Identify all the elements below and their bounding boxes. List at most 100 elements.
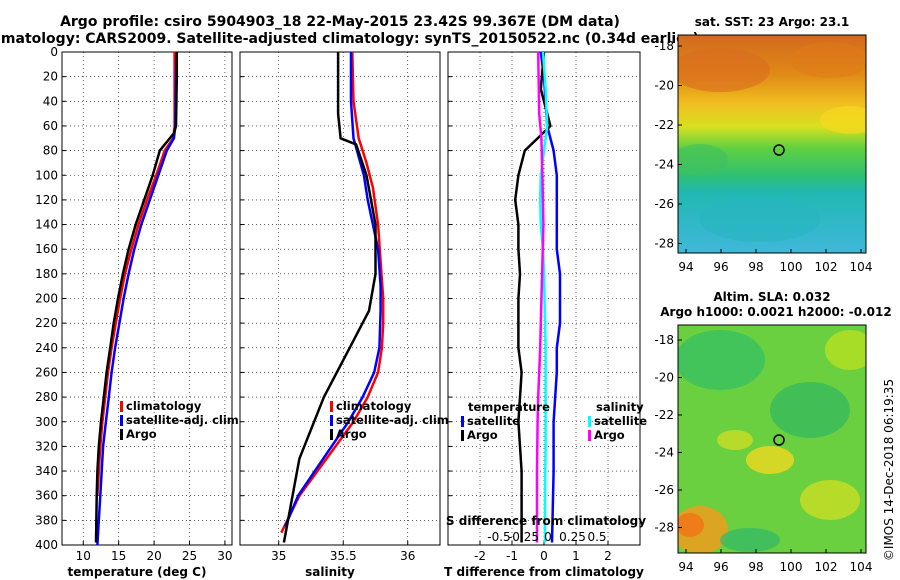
map-x-tick-label: 100 bbox=[780, 560, 803, 574]
legend-label: Argo bbox=[336, 427, 367, 441]
series-argo bbox=[94, 52, 179, 543]
map-y-tick-label: -22 bbox=[654, 408, 674, 422]
map-y-tick-label: -24 bbox=[654, 446, 674, 460]
legend-salinity-header: salinity bbox=[596, 400, 644, 414]
map-x-tick-label: 96 bbox=[713, 260, 728, 274]
depth-tick-label: 140 bbox=[35, 218, 58, 232]
series-climatology bbox=[280, 51, 385, 534]
credit: ©IMOS 14-Dec-2018 06:19:35 bbox=[882, 379, 896, 561]
series-argo bbox=[282, 52, 377, 543]
map-x-tick-label: 102 bbox=[815, 260, 838, 274]
x-axis-label: salinity bbox=[305, 565, 355, 579]
map-y-tick-label: -28 bbox=[654, 237, 674, 251]
depth-tick-label: 260 bbox=[35, 365, 58, 379]
depth-tick-label: 40 bbox=[43, 94, 58, 108]
depth-tick-label: 120 bbox=[35, 193, 58, 207]
map-y-tick-label: -22 bbox=[654, 118, 674, 132]
x2-tick-label: 0.25 bbox=[559, 530, 586, 544]
x-tick-label: 1 bbox=[572, 549, 580, 563]
legend-label: satellite-adj. clim. bbox=[126, 413, 243, 427]
sla-map: Altim. SLA: 0.032 Argo h1000: 0.0021 h20… bbox=[654, 290, 891, 574]
x-tick-label: 36 bbox=[400, 549, 415, 563]
x-tick-label: -2 bbox=[474, 549, 486, 563]
depth-tick-label: 340 bbox=[35, 464, 58, 478]
legend-label: satellite bbox=[594, 414, 647, 428]
depth-tick-label: 100 bbox=[35, 168, 58, 182]
map-x-tick-label: 96 bbox=[713, 560, 728, 574]
legend-swatch bbox=[461, 430, 464, 441]
series-satellite-adj-clim- bbox=[96, 51, 179, 546]
argo-location-marker-sla bbox=[773, 434, 785, 446]
depth-tick-label: 360 bbox=[35, 489, 58, 503]
depth-tick-label: 80 bbox=[43, 144, 58, 158]
legend-swatch bbox=[330, 401, 333, 412]
legend-swatch bbox=[588, 416, 591, 427]
map-x-tick-label: 100 bbox=[780, 260, 803, 274]
x-tick-label: 10 bbox=[76, 549, 91, 563]
x2-tick-label: -0.25 bbox=[508, 530, 539, 544]
sla-map-title-1: Altim. SLA: 0.032 bbox=[713, 290, 830, 304]
legend-label: Argo bbox=[126, 427, 157, 441]
legend-swatch bbox=[120, 401, 123, 412]
depth-tick-label: 60 bbox=[43, 119, 58, 133]
x-tick-label: 30 bbox=[217, 549, 232, 563]
legend-temperature-header: temperature bbox=[468, 400, 550, 414]
depth-tick-label: 180 bbox=[35, 267, 58, 281]
title-line-1: Argo profile: csiro 5904903_18 22-May-20… bbox=[60, 14, 620, 30]
map-y-tick-label: -20 bbox=[654, 371, 674, 385]
sla-map-title-2: Argo h1000: 0.0021 h2000: -0.012 bbox=[660, 305, 891, 319]
x-tick-label: 2 bbox=[604, 549, 612, 563]
x-axis-label: T difference from climatology bbox=[444, 565, 644, 579]
legend-label: climatology bbox=[126, 399, 202, 413]
legend-label: climatology bbox=[336, 399, 412, 413]
map-y-tick-label: -18 bbox=[654, 333, 674, 347]
x-tick-label: 35.5 bbox=[330, 549, 357, 563]
map-x-tick-label: 104 bbox=[850, 560, 873, 574]
map-y-tick-label: -26 bbox=[654, 197, 674, 211]
map-x-tick-label: 94 bbox=[678, 260, 693, 274]
series-salinity-argo bbox=[535, 51, 545, 543]
map-x-tick-label: 104 bbox=[850, 260, 873, 274]
map-y-tick-label: -28 bbox=[654, 521, 674, 535]
map-x-tick-label: 102 bbox=[815, 560, 838, 574]
map-y-tick-label: -24 bbox=[654, 158, 674, 172]
depth-tick-label: 20 bbox=[43, 70, 58, 84]
depth-tick-label: 320 bbox=[35, 439, 58, 453]
depth-tick-label: 400 bbox=[35, 538, 58, 552]
x-tick-label: 20 bbox=[146, 549, 161, 563]
title-line-2: Climatology: CARS2009. Satellite-adjuste… bbox=[0, 31, 699, 47]
salinity-panel: 35 35.5 36 salinity climatologysatellite-adj… bbox=[239, 51, 453, 579]
difference-panel: -2 -1 0 1 2 T difference from climatology temp… bbox=[444, 51, 647, 579]
x-tick-label: 25 bbox=[182, 549, 197, 563]
x-tick-label: -1 bbox=[506, 549, 518, 563]
map-x-tick-label: 98 bbox=[748, 560, 763, 574]
legend-swatch bbox=[330, 429, 333, 440]
x2-tick-label: -0.5 bbox=[487, 530, 510, 544]
argo-location-marker-sst bbox=[773, 144, 785, 156]
series-temperature-argo bbox=[513, 51, 552, 543]
depth-tick-label: 280 bbox=[35, 390, 58, 404]
legend-label: Argo bbox=[594, 428, 625, 442]
depth-tick-label: 200 bbox=[35, 292, 58, 306]
legend-label: satellite-adj. clim. bbox=[336, 413, 453, 427]
x2-tick-label: 0 bbox=[544, 530, 552, 544]
depth-tick-label: 0 bbox=[50, 45, 58, 59]
map-y-tick-label: -20 bbox=[654, 79, 674, 93]
depth-tick-label: 380 bbox=[35, 513, 58, 527]
map-x-tick-label: 94 bbox=[678, 560, 693, 574]
sst-map-title: sat. SST: 23 Argo: 23.1 bbox=[695, 15, 849, 29]
legend-label: Argo bbox=[467, 428, 498, 442]
depth-tick-label: 220 bbox=[35, 316, 58, 330]
x-axis-label: temperature (deg C) bbox=[68, 565, 207, 579]
temperature-panel: 0 20 40 60 80 100 120 140 160 180 200 220 240 260 280 3… bbox=[35, 45, 243, 579]
x-tick-label: 35 bbox=[271, 549, 286, 563]
map-y-tick-label: -18 bbox=[654, 39, 674, 53]
depth-tick-label: 300 bbox=[35, 415, 58, 429]
legend-swatch bbox=[588, 430, 591, 441]
x-tick-label: 0 bbox=[540, 549, 548, 563]
map-x-tick-label: 98 bbox=[748, 260, 763, 274]
legend-swatch bbox=[330, 415, 333, 426]
depth-tick-label: 240 bbox=[35, 341, 58, 355]
x-tick-label: 15 bbox=[111, 549, 126, 563]
